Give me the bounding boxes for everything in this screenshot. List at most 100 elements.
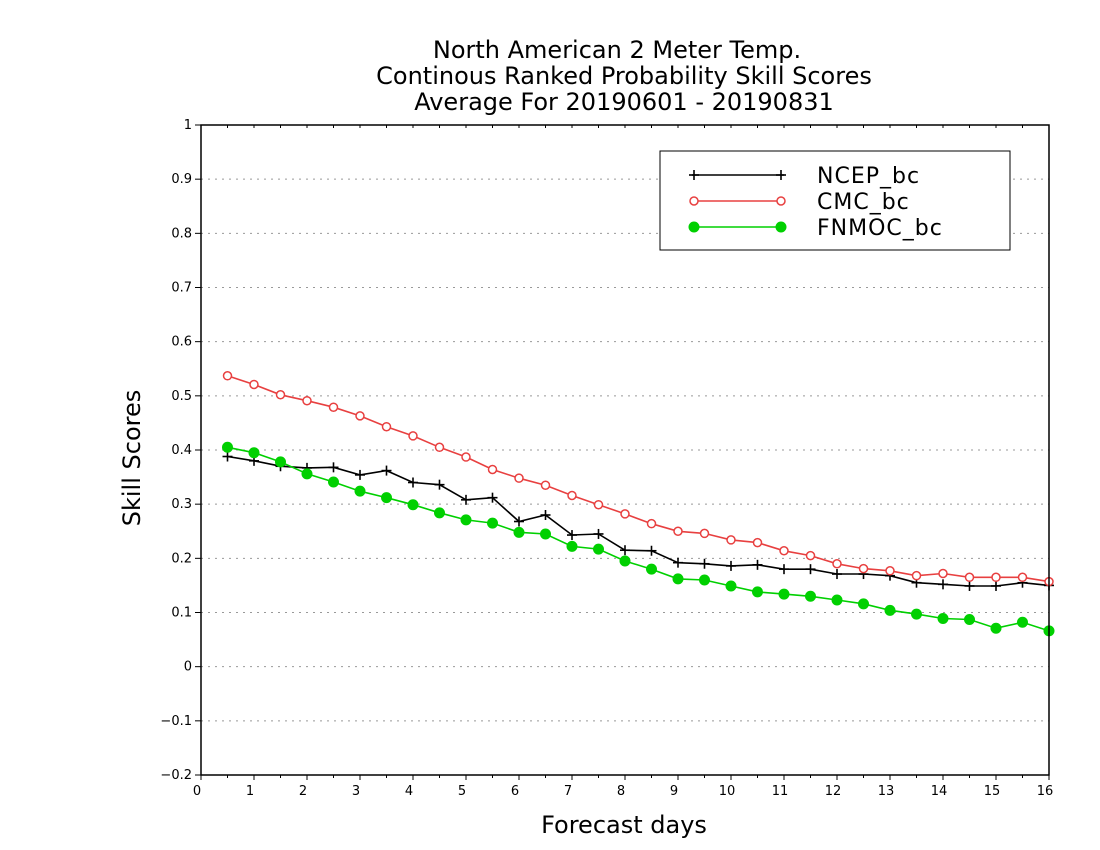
filled-circle-marker xyxy=(778,588,790,600)
filled-circle-marker xyxy=(672,573,684,585)
open-circle-marker xyxy=(991,572,1001,583)
x-tick-label: 6 xyxy=(511,784,519,799)
filled-circle-marker xyxy=(688,221,700,233)
x-tick-label: 9 xyxy=(670,784,678,799)
filled-circle-marker xyxy=(937,612,949,624)
open-circle-marker xyxy=(302,395,312,406)
y-tick-label: 0.2 xyxy=(171,551,192,566)
open-circle-marker xyxy=(752,537,763,548)
legend-label: NCEP_bc xyxy=(817,164,920,189)
x-axis-title: Forecast days xyxy=(541,811,707,839)
open-circle-marker xyxy=(673,526,683,536)
y-tick-label: −0.2 xyxy=(160,768,192,783)
y-axis: 1 0.9 0.8 0.7 0.6 0.5 0.4 0.3 0.2 0.1 0 −0.1 −0.2 xyxy=(160,118,201,783)
series-fnmoc-bc xyxy=(222,441,1055,637)
plus-marker xyxy=(991,580,1001,591)
y-tick-label: 0.8 xyxy=(171,226,192,241)
filled-circle-marker xyxy=(566,540,578,552)
filled-circle-marker xyxy=(328,476,339,488)
plus-marker xyxy=(699,558,710,569)
plus-marker xyxy=(752,559,763,570)
plus-marker xyxy=(461,494,471,505)
plus-marker xyxy=(540,510,551,520)
plus-marker xyxy=(514,516,524,527)
open-circle-marker xyxy=(222,371,233,381)
open-circle-marker xyxy=(328,402,339,412)
open-circle-marker xyxy=(964,572,975,583)
open-circle-marker xyxy=(885,566,895,576)
open-circle-marker xyxy=(805,550,816,561)
x-tick-label: 11 xyxy=(772,784,789,799)
y-tick-label: 0 xyxy=(184,660,192,675)
filled-circle-marker xyxy=(513,526,525,538)
plus-marker xyxy=(355,469,365,480)
x-tick-label: 0 xyxy=(193,784,201,799)
open-circle-marker xyxy=(355,411,365,421)
y-tick-label: 0.3 xyxy=(171,497,192,512)
plus-marker xyxy=(222,451,233,462)
filled-circle-marker xyxy=(275,456,286,468)
x-tick-label: 5 xyxy=(458,784,466,799)
plus-marker xyxy=(805,564,816,575)
y-tick-label: −0.1 xyxy=(160,714,192,729)
y-tick-label: 0.5 xyxy=(171,389,192,404)
chart-title: North American 2 Meter Temp. Continous R… xyxy=(376,36,872,116)
open-circle-marker xyxy=(938,568,948,579)
open-circle-marker xyxy=(514,473,524,483)
x-tick-label: 8 xyxy=(617,784,625,799)
filled-circle-marker xyxy=(354,485,366,497)
filled-circle-marker xyxy=(805,590,816,602)
x-tick-label: 14 xyxy=(931,784,948,799)
x-tick-label: 4 xyxy=(405,784,413,799)
open-circle-marker xyxy=(408,431,418,441)
open-circle-marker xyxy=(832,559,842,569)
filled-circle-marker xyxy=(884,604,896,616)
legend-item: NCEP_bc xyxy=(689,164,920,189)
series-line xyxy=(227,446,1050,632)
filled-circle-marker xyxy=(990,622,1002,634)
x-tick-label: 1 xyxy=(246,784,254,799)
open-circle-marker xyxy=(699,528,710,539)
open-circle-marker xyxy=(381,421,392,432)
open-circle-marker xyxy=(249,379,259,390)
filled-circle-marker xyxy=(407,499,419,511)
filled-circle-marker xyxy=(831,594,843,606)
legend-item: CMC_bc xyxy=(689,190,910,215)
open-circle-marker xyxy=(620,509,630,519)
plus-marker xyxy=(381,465,392,476)
filled-circle-marker xyxy=(460,514,472,526)
y-tick-label: 0.7 xyxy=(171,281,192,296)
open-circle-marker xyxy=(540,480,551,490)
filled-circle-marker xyxy=(593,543,604,555)
plus-marker xyxy=(328,462,339,473)
plus-marker xyxy=(593,528,604,539)
open-circle-marker xyxy=(911,570,922,581)
open-circle-marker xyxy=(1017,572,1028,583)
plus-marker xyxy=(726,560,736,571)
x-tick-label: 13 xyxy=(878,784,895,799)
filled-circle-marker xyxy=(646,563,657,575)
series-cmc-bc xyxy=(222,371,1054,587)
y-tick-label: 0.1 xyxy=(171,606,192,621)
y-tick-label: 1 xyxy=(184,118,192,133)
open-circle-marker xyxy=(776,196,786,206)
open-circle-marker xyxy=(275,390,286,400)
filled-circle-marker xyxy=(964,614,975,626)
title-line-3: Average For 20190601 - 20190831 xyxy=(414,88,834,116)
legend-label: CMC_bc xyxy=(817,190,910,215)
plus-marker xyxy=(938,579,948,590)
title-line-2: Continous Ranked Probability Skill Score… xyxy=(376,62,872,90)
filled-circle-marker xyxy=(222,441,233,453)
filled-circle-marker xyxy=(699,574,710,586)
open-circle-marker xyxy=(779,546,789,556)
open-circle-marker xyxy=(461,452,471,462)
x-tick-label: 7 xyxy=(564,784,572,799)
filled-circle-marker xyxy=(911,608,922,620)
filled-circle-marker xyxy=(752,586,763,598)
y-tick-label: 0.4 xyxy=(171,443,192,458)
plus-marker xyxy=(832,569,842,580)
series-ncep-bc xyxy=(222,451,1054,591)
x-tick-label: 10 xyxy=(719,784,736,799)
open-circle-marker xyxy=(858,563,869,574)
